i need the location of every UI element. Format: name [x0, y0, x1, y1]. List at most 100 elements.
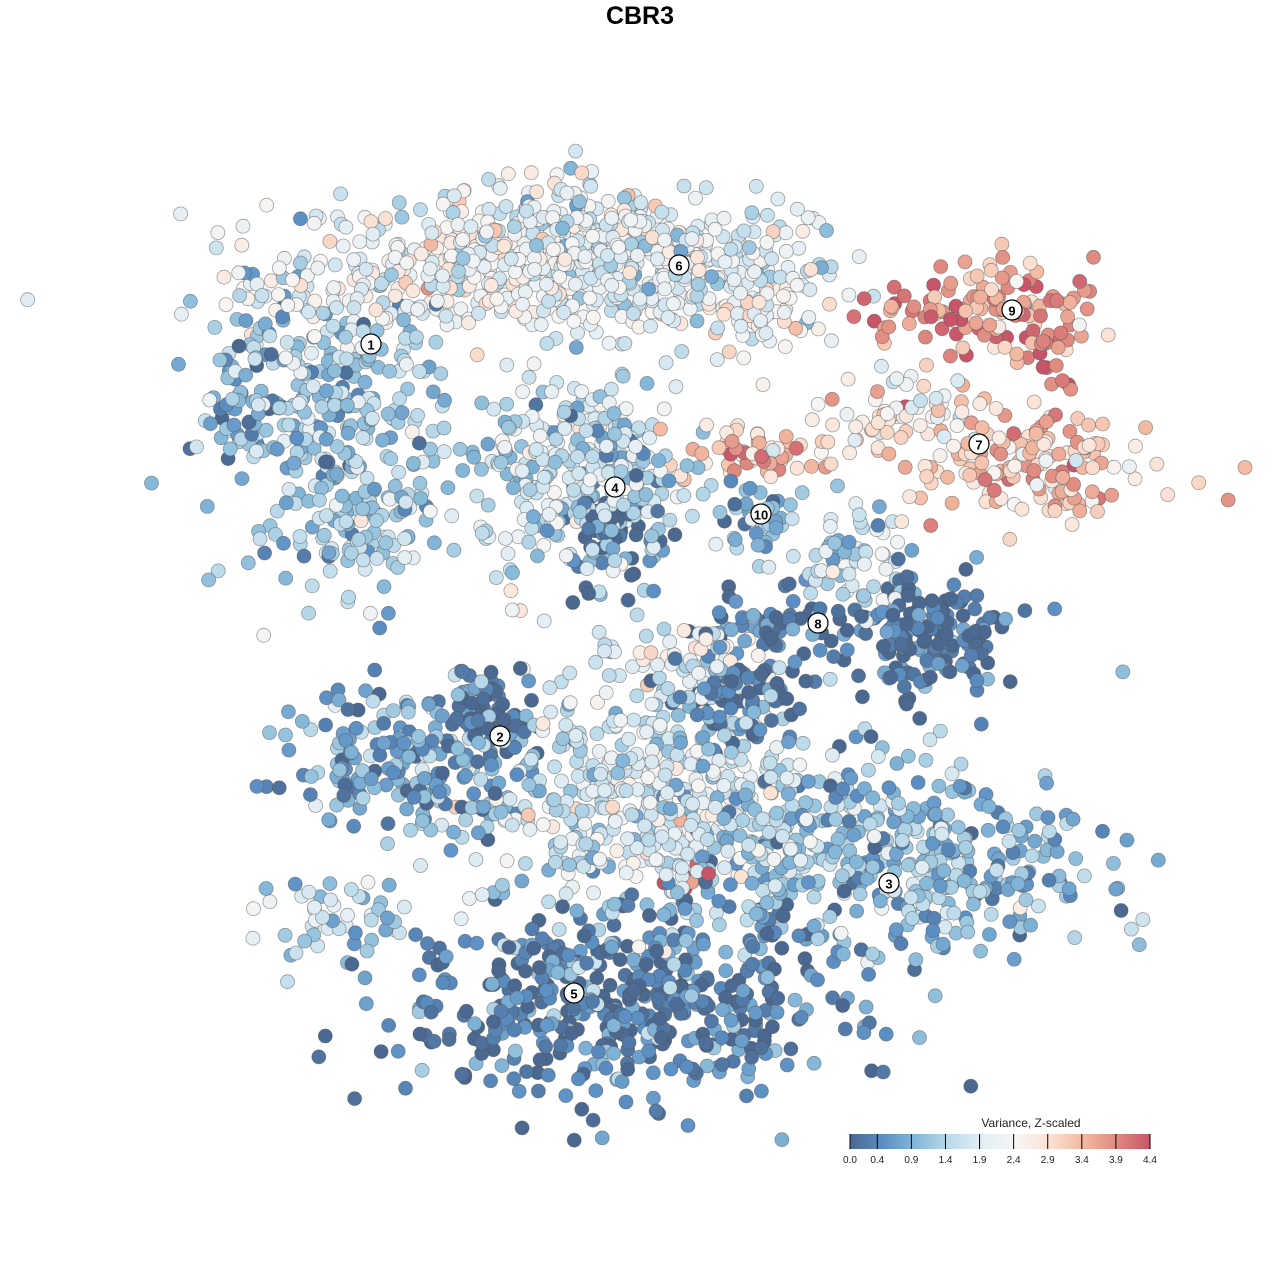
data-point: [768, 610, 784, 625]
data-point: [523, 165, 539, 181]
data-point: [301, 304, 317, 320]
data-point: [944, 766, 960, 782]
cluster-label-6: 6: [668, 254, 690, 276]
data-point: [561, 947, 576, 963]
data-point: [835, 586, 851, 602]
data-point: [412, 202, 428, 218]
data-point: [849, 903, 865, 919]
data-point: [763, 688, 779, 704]
data-point: [522, 482, 538, 498]
data-point: [278, 350, 294, 366]
data-point: [628, 527, 644, 543]
data-point: [398, 1080, 413, 1096]
cluster-label-7: 7: [968, 433, 990, 455]
data-point: [278, 495, 294, 511]
data-point: [521, 534, 537, 550]
data-point: [689, 913, 704, 928]
data-point: [652, 1011, 668, 1027]
data-point: [1041, 824, 1057, 839]
data-point: [669, 996, 684, 1012]
data-point: [555, 220, 570, 236]
data-point: [319, 383, 334, 399]
data-point: [412, 364, 427, 379]
data-point: [201, 572, 217, 588]
data-point: [952, 778, 968, 794]
data-point: [645, 1065, 661, 1081]
data-point: [249, 779, 265, 794]
data-point: [1035, 359, 1051, 375]
data-point: [806, 918, 822, 934]
data-point: [466, 786, 482, 801]
data-point: [279, 334, 295, 350]
data-point: [1106, 459, 1122, 475]
data-point: [894, 514, 910, 529]
data-point: [781, 734, 796, 750]
data-point: [851, 668, 866, 684]
data-point: [793, 1010, 809, 1025]
data-point: [914, 860, 930, 875]
data-point: [381, 877, 397, 893]
data-point: [685, 796, 700, 812]
data-point: [506, 1071, 522, 1087]
data-point: [583, 178, 599, 194]
data-point: [724, 673, 739, 689]
data-point: [825, 564, 841, 580]
data-point: [659, 785, 675, 801]
data-point: [780, 786, 796, 802]
data-point: [830, 831, 846, 847]
data-point: [579, 561, 595, 577]
data-point: [291, 395, 307, 411]
data-point: [988, 400, 1004, 416]
data-point: [539, 276, 554, 292]
data-point: [670, 707, 686, 723]
data-point: [526, 940, 542, 956]
data-point: [699, 1058, 715, 1074]
data-point: [296, 548, 312, 564]
data-point: [657, 232, 672, 248]
data-point: [555, 731, 571, 747]
data-point: [514, 463, 530, 479]
data-point: [339, 351, 355, 367]
data-point: [644, 229, 660, 245]
data-point: [609, 843, 625, 859]
data-point: [473, 461, 489, 477]
data-point: [503, 583, 519, 599]
data-point: [1086, 249, 1101, 265]
data-point: [521, 777, 537, 793]
data-point: [440, 480, 456, 496]
data-point: [481, 171, 497, 187]
data-point: [509, 990, 525, 1006]
data-point: [591, 1044, 606, 1060]
data-point: [881, 319, 897, 335]
data-point: [827, 535, 843, 551]
data-point: [672, 689, 688, 705]
data-point: [982, 927, 997, 942]
data-point: [173, 206, 189, 222]
data-point: [754, 449, 769, 465]
data-point: [660, 309, 676, 325]
data-point: [919, 357, 934, 373]
data-point: [717, 860, 732, 876]
data-point: [760, 207, 775, 223]
data-point: [630, 1010, 646, 1026]
data-point: [412, 475, 428, 491]
data-point: [763, 785, 778, 801]
data-point: [257, 545, 273, 561]
data-point: [288, 945, 304, 961]
data-point: [701, 741, 716, 757]
data-point: [936, 863, 952, 879]
data-point: [748, 178, 764, 194]
data-point: [363, 214, 379, 230]
data-point: [334, 488, 350, 504]
data-point: [772, 269, 788, 285]
data-point: [931, 778, 947, 794]
data-point: [716, 810, 732, 826]
data-point: [481, 201, 497, 217]
data-point: [932, 723, 948, 739]
legend-tick-label: 1.9: [973, 1155, 987, 1166]
data-point: [604, 277, 620, 293]
data-point: [424, 225, 440, 241]
data-point: [641, 832, 657, 848]
data-point: [943, 311, 958, 327]
data-point: [712, 639, 728, 655]
